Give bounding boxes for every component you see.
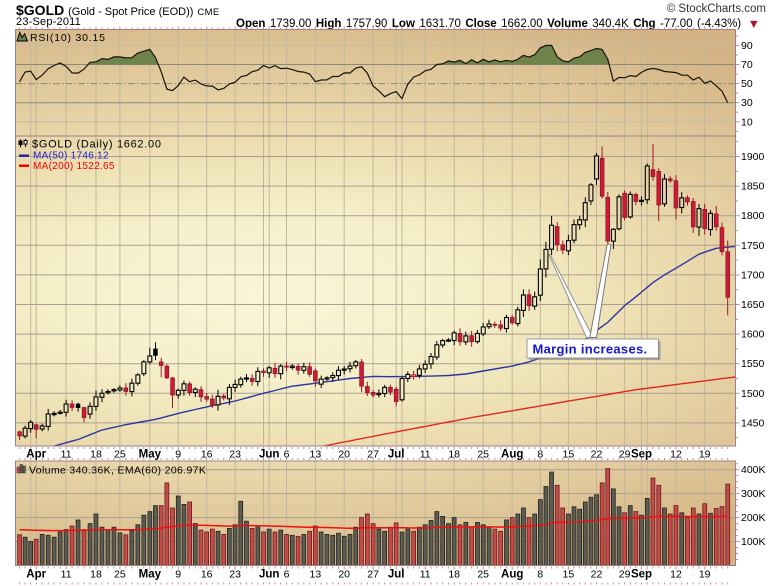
svg-text:$GOLD (Daily) 1662.00: $GOLD (Daily) 1662.00 — [32, 139, 162, 151]
svg-text:200K: 200K — [741, 512, 766, 524]
svg-text:22: 22 — [591, 569, 603, 581]
svg-text:20: 20 — [338, 569, 350, 581]
svg-text:1900: 1900 — [741, 151, 765, 163]
svg-text:70: 70 — [741, 59, 753, 71]
svg-text:19: 19 — [699, 449, 711, 461]
svg-text:Volume 340.36K, EMA(60) 206.97: Volume 340.36K, EMA(60) 206.97K — [29, 465, 206, 477]
svg-text:18: 18 — [90, 569, 102, 581]
svg-text:MA(50) 1746.12: MA(50) 1746.12 — [33, 151, 109, 162]
svg-text:1500: 1500 — [741, 388, 765, 400]
svg-text:Sep: Sep — [631, 569, 652, 581]
svg-text:100K: 100K — [741, 536, 766, 548]
svg-text:Aug: Aug — [501, 449, 523, 461]
svg-text:Jul: Jul — [388, 569, 405, 581]
svg-text:1650: 1650 — [741, 299, 765, 311]
svg-text:6: 6 — [284, 569, 290, 581]
svg-text:20: 20 — [338, 449, 350, 461]
svg-text:Apr: Apr — [26, 569, 46, 581]
svg-text:Jun: Jun — [259, 449, 279, 461]
svg-text:Sep: Sep — [631, 449, 652, 461]
svg-text:13: 13 — [310, 449, 322, 461]
svg-text:25: 25 — [477, 449, 489, 461]
svg-text:8: 8 — [537, 449, 543, 461]
svg-text:13: 13 — [310, 569, 322, 581]
svg-text:1600: 1600 — [741, 329, 765, 341]
svg-text:Jul: Jul — [388, 449, 405, 461]
svg-text:1700: 1700 — [741, 269, 765, 281]
svg-text:90: 90 — [741, 40, 753, 52]
svg-text:18: 18 — [448, 449, 460, 461]
svg-text:6: 6 — [284, 449, 290, 461]
svg-text:RSI(10) 30.15: RSI(10) 30.15 — [30, 32, 106, 44]
svg-text:25: 25 — [477, 569, 489, 581]
svg-text:9: 9 — [175, 449, 181, 461]
svg-text:May: May — [139, 449, 162, 461]
svg-text:9: 9 — [175, 569, 181, 581]
svg-text:29: 29 — [619, 449, 631, 461]
svg-text:300K: 300K — [741, 488, 766, 500]
svg-text:23: 23 — [229, 449, 241, 461]
svg-text:Aug: Aug — [501, 569, 523, 581]
svg-text:18: 18 — [448, 569, 460, 581]
svg-text:50: 50 — [741, 78, 753, 90]
svg-text:25: 25 — [114, 449, 126, 461]
svg-text:11: 11 — [420, 449, 431, 461]
svg-text:MA(200) 1522.65: MA(200) 1522.65 — [33, 161, 115, 172]
svg-text:25: 25 — [114, 569, 126, 581]
svg-text:Apr: Apr — [26, 449, 46, 461]
svg-text:12: 12 — [670, 449, 682, 461]
svg-text:8: 8 — [537, 569, 543, 581]
svg-text:16: 16 — [201, 449, 213, 461]
svg-text:Jun: Jun — [259, 569, 279, 581]
svg-text:18: 18 — [90, 449, 102, 461]
svg-text:10: 10 — [741, 116, 753, 128]
svg-text:1750: 1750 — [741, 240, 765, 252]
svg-text:May: May — [139, 569, 162, 581]
svg-text:12: 12 — [670, 569, 682, 581]
svg-text:11: 11 — [61, 449, 72, 461]
svg-text:30: 30 — [741, 97, 753, 109]
svg-text:15: 15 — [563, 449, 575, 461]
svg-text:400K: 400K — [741, 464, 766, 476]
svg-text:Margin increases.: Margin increases. — [533, 342, 648, 357]
svg-text:15: 15 — [563, 569, 575, 581]
svg-text:16: 16 — [201, 569, 213, 581]
svg-text:22: 22 — [591, 449, 603, 461]
svg-text:1450: 1450 — [741, 417, 765, 429]
svg-text:29: 29 — [619, 569, 631, 581]
svg-text:1850: 1850 — [741, 181, 765, 193]
svg-text:27: 27 — [367, 449, 379, 461]
svg-text:27: 27 — [367, 569, 379, 581]
svg-text:19: 19 — [699, 569, 711, 581]
svg-text:23: 23 — [229, 569, 241, 581]
svg-text:11: 11 — [420, 569, 431, 581]
svg-text:1550: 1550 — [741, 358, 765, 370]
svg-text:1800: 1800 — [741, 210, 765, 222]
svg-text:11: 11 — [61, 569, 72, 581]
